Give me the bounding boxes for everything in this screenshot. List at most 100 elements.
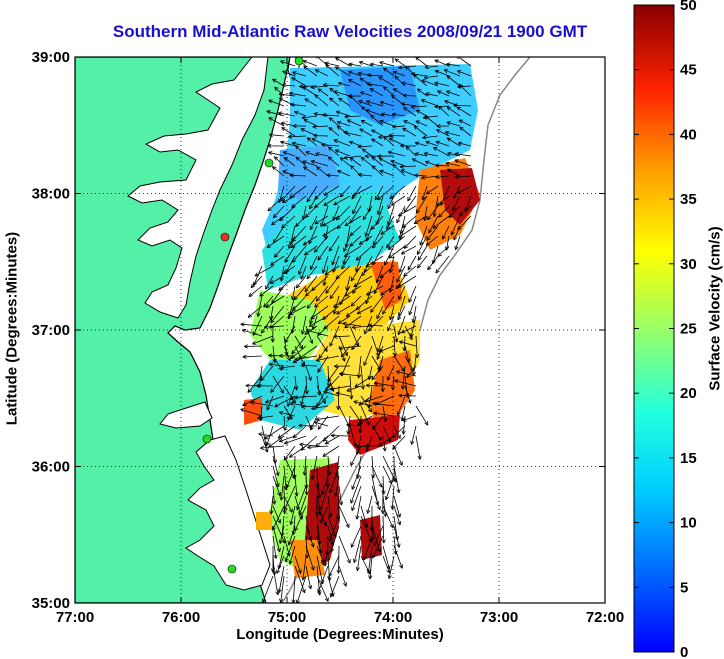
velocity-arrow bbox=[336, 125, 342, 128]
velocity-arrow bbox=[289, 225, 296, 246]
velocity-arrow bbox=[337, 315, 351, 324]
velocity-arrow bbox=[356, 444, 361, 447]
velocity-arrow bbox=[265, 286, 270, 290]
velocity-arrow bbox=[315, 435, 329, 448]
velocity-arrow bbox=[314, 94, 329, 107]
velocity-arrow bbox=[278, 545, 285, 569]
velocity-arrow bbox=[443, 69, 461, 77]
velocity-arrow bbox=[383, 136, 395, 147]
velocity-arrow bbox=[345, 286, 347, 291]
velocity-arrow bbox=[445, 161, 450, 164]
velocity-arrow bbox=[424, 75, 439, 78]
velocity-arrow bbox=[435, 269, 438, 274]
velocity-arrow bbox=[369, 555, 373, 580]
velocity-arrow bbox=[402, 215, 417, 228]
velocity-arrow bbox=[365, 263, 369, 268]
velocity-arrow bbox=[355, 258, 360, 261]
velocity-arrow bbox=[437, 90, 450, 97]
velocity-arrow bbox=[287, 405, 296, 421]
velocity-arrow bbox=[333, 336, 338, 339]
velocity-arrow bbox=[455, 246, 459, 251]
velocity-arrow bbox=[322, 455, 327, 457]
velocity-arrow bbox=[411, 425, 417, 445]
velocity-arrow bbox=[398, 488, 401, 494]
velocity-arrow bbox=[424, 65, 439, 68]
velocity-arrow bbox=[323, 84, 327, 88]
velocity-arrow bbox=[403, 107, 417, 117]
velocity-arrow bbox=[248, 285, 263, 297]
velocity-arrow bbox=[291, 77, 295, 82]
velocity-arrow bbox=[346, 119, 351, 124]
velocity-arrow bbox=[397, 521, 401, 526]
velocity-arrow bbox=[378, 355, 384, 372]
velocity-arrow bbox=[393, 550, 397, 555]
velocity-arrow bbox=[359, 77, 373, 87]
velocity-arrow bbox=[301, 117, 306, 120]
velocity-arrow bbox=[346, 305, 362, 317]
velocity-arrow bbox=[314, 220, 318, 225]
velocity-arrow bbox=[342, 583, 347, 587]
velocity-arrow bbox=[416, 109, 428, 117]
velocity-arrow bbox=[241, 329, 246, 333]
velocity-arrow bbox=[423, 75, 428, 78]
velocity-arrow bbox=[388, 134, 393, 138]
velocity-arrow bbox=[366, 435, 373, 452]
velocity-arrow bbox=[389, 185, 406, 200]
velocity-arrow bbox=[280, 265, 285, 282]
velocity-arrow bbox=[383, 86, 395, 97]
velocity-arrow bbox=[401, 417, 405, 421]
velocity-arrow bbox=[316, 166, 319, 171]
velocity-arrow bbox=[240, 408, 245, 410]
velocity-arrow bbox=[335, 66, 351, 77]
velocity-arrow bbox=[338, 345, 362, 349]
velocity-arrow bbox=[275, 554, 278, 559]
velocity-arrow bbox=[384, 245, 395, 266]
velocity-arrow bbox=[388, 256, 393, 259]
velocity-arrow bbox=[333, 90, 351, 97]
velocity-arrow bbox=[270, 390, 275, 393]
velocity-arrow bbox=[328, 156, 333, 159]
velocity-arrow bbox=[339, 157, 343, 162]
velocity-arrow bbox=[322, 114, 327, 118]
velocity-arrow bbox=[308, 315, 329, 327]
velocity-arrow bbox=[346, 275, 351, 291]
velocity-arrow bbox=[309, 340, 313, 344]
velocity-arrow bbox=[302, 86, 318, 97]
velocity-arrow bbox=[394, 379, 417, 387]
velocity-arrow bbox=[454, 175, 472, 178]
velocity-arrow bbox=[380, 509, 384, 514]
velocity-arrow bbox=[288, 509, 293, 513]
velocity-arrow bbox=[328, 127, 333, 129]
velocity-arrow bbox=[344, 324, 347, 329]
velocity-arrow bbox=[408, 358, 411, 363]
velocity-arrow bbox=[377, 154, 382, 157]
velocity-arrow bbox=[387, 245, 391, 250]
velocity-arrow bbox=[399, 341, 417, 347]
velocity-arrow bbox=[281, 127, 296, 137]
velocity-arrow bbox=[263, 295, 274, 308]
velocity-arrow bbox=[304, 330, 308, 335]
velocity-arrow bbox=[308, 322, 312, 327]
velocity-arrow bbox=[387, 205, 392, 210]
velocity-arrow bbox=[389, 269, 393, 274]
velocity-arrow bbox=[346, 430, 349, 435]
velocity-arrow bbox=[320, 205, 329, 227]
velocity-arrow bbox=[359, 77, 363, 82]
velocity-arrow bbox=[372, 225, 384, 246]
velocity-arrow bbox=[349, 405, 363, 424]
velocity-arrow bbox=[353, 443, 357, 448]
velocity-arrow bbox=[369, 88, 384, 97]
velocity-arrow bbox=[310, 567, 314, 571]
velocity-arrow bbox=[386, 215, 395, 230]
velocity-arrow bbox=[453, 237, 458, 241]
velocity-arrow bbox=[371, 138, 375, 143]
velocity-arrow bbox=[433, 147, 450, 157]
velocity-arrow bbox=[291, 357, 296, 359]
velocity-arrow bbox=[392, 352, 396, 357]
velocity-arrow bbox=[302, 60, 306, 64]
velocity-arrow bbox=[399, 225, 406, 241]
velocity-arrow bbox=[377, 155, 382, 159]
velocity-arrow bbox=[316, 57, 329, 67]
velocity-arrow bbox=[423, 152, 439, 157]
velocity-arrow bbox=[338, 345, 343, 349]
